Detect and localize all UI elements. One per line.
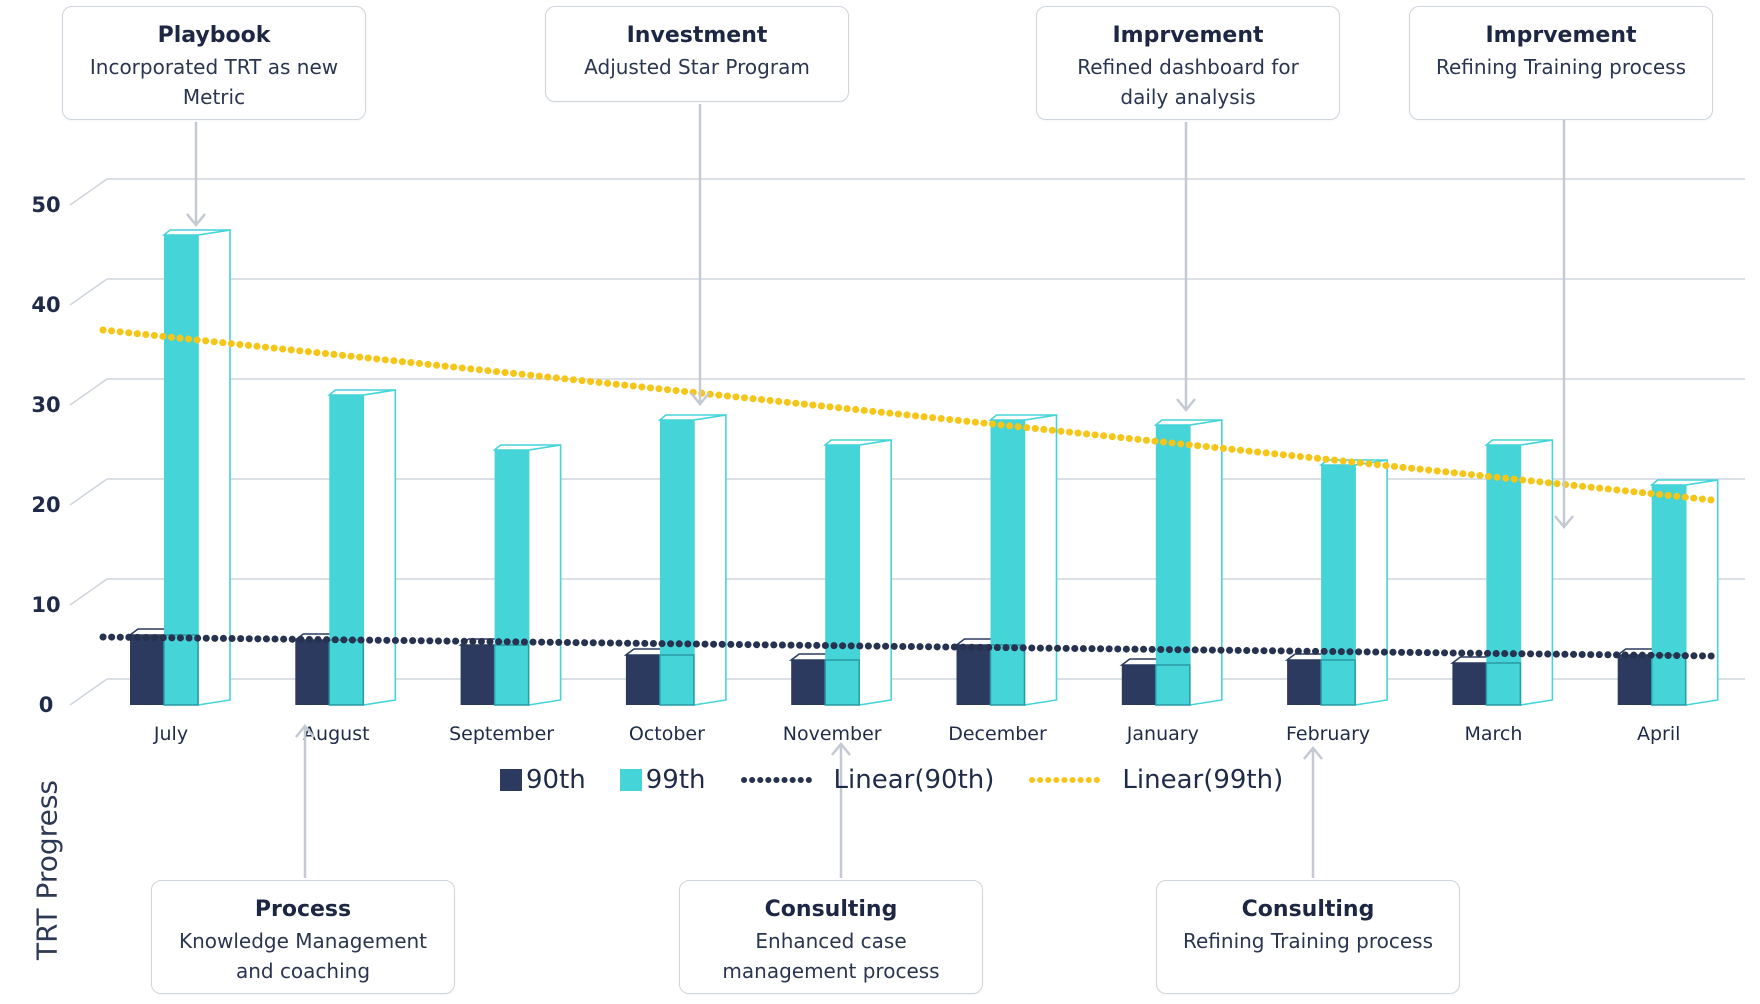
trendline-linear-99th	[99, 326, 1716, 504]
legend-item-linear-90th: Linear(90th)	[740, 765, 995, 795]
gridline-diagonal	[69, 678, 108, 706]
gridline-diagonal	[69, 378, 108, 406]
y-tick-label: 50	[31, 193, 60, 217]
arrow-playbook-head	[186, 213, 206, 227]
x-tick-label: October	[629, 723, 705, 745]
gridline-diagonal	[69, 178, 108, 206]
y-tick-label: 30	[31, 393, 60, 417]
legend-dots-linear-90th	[740, 777, 819, 783]
x-tick-label: January	[1126, 723, 1199, 745]
callout-desc: Adjusted Star Program	[584, 55, 810, 79]
bar-90th	[1284, 653, 1332, 705]
x-tick-label: February	[1286, 723, 1370, 745]
bar-90th	[954, 638, 1001, 705]
x-tick-label: September	[449, 723, 554, 745]
callout-top-improvement-dashboard: Imprvement Refined dashboard for daily a…	[1036, 6, 1340, 120]
callout-bottom-consulting-case: Consulting Enhanced case management proc…	[679, 880, 983, 994]
callout-top-playbook: Playbook Incorporated TRT as new Metric	[62, 6, 366, 120]
bar-99th	[822, 439, 893, 706]
x-tick-label: April	[1637, 723, 1680, 745]
callout-desc: Incorporated TRT as new Metric	[89, 55, 339, 109]
y-tick-label: 20	[31, 493, 60, 517]
arrow-investment-head	[690, 392, 710, 406]
bar-99th	[657, 414, 727, 706]
callout-bottom-process: Process Knowledge Management and coachin…	[151, 880, 455, 994]
callout-title: Consulting	[764, 897, 898, 922]
callout-desc: Enhanced case management process	[722, 929, 940, 983]
gridline-diagonal	[69, 578, 108, 606]
x-tick-label: December	[948, 723, 1047, 745]
arrow-consulting-training-head	[1303, 746, 1323, 760]
bar-99th	[988, 414, 1058, 706]
bar-99th	[1484, 439, 1554, 706]
callout-desc: Refined dashboard for daily analysis	[1077, 55, 1299, 109]
legend-label-90th: 90th	[526, 765, 586, 795]
bar-90th	[1450, 656, 1497, 705]
legend: 90th 99th Linear(90th) Linear(99th)	[500, 762, 1317, 798]
callout-top-improvement-training: Imprvement Refining Training process	[1409, 6, 1713, 120]
legend-label-linear-90th: Linear(90th)	[833, 765, 995, 795]
callout-title: Imprvement	[1112, 23, 1264, 48]
gridline-diagonal	[69, 278, 108, 306]
callout-title: Process	[254, 897, 352, 922]
legend-swatch-90th	[500, 769, 522, 791]
callout-title: Imprvement	[1485, 23, 1637, 48]
legend-label-linear-99th: Linear(99th)	[1122, 765, 1284, 795]
arrow-consulting-case-head	[831, 742, 851, 756]
legend-item-linear-99th: Linear(99th)	[1028, 765, 1283, 795]
callout-desc: Refining Training process	[1436, 55, 1686, 79]
bar-99th	[161, 229, 231, 706]
bar-99th	[1153, 419, 1223, 706]
callout-title: Consulting	[1241, 897, 1375, 922]
callout-desc: Knowledge Management and coaching	[178, 929, 428, 983]
bar-99th	[327, 389, 397, 706]
legend-swatch-99th	[619, 769, 642, 791]
legend-item-90th: 90th	[500, 765, 586, 795]
y-tick-label: 40	[31, 293, 60, 317]
callout-bottom-consulting-training: Consulting Refining Training process	[1156, 880, 1460, 994]
callout-desc: Refining Training process	[1183, 929, 1433, 953]
y-axis-title-wrap: TRT Progress	[26, 770, 68, 970]
arrow-improvement-dashboard-head	[1176, 398, 1196, 412]
legend-label-99th: 99th	[645, 765, 706, 795]
y-axis-title: TRT Progress	[30, 779, 64, 961]
trendline-linear-90th	[99, 633, 1716, 660]
arrow-process-head	[295, 724, 315, 738]
x-tick-label: July	[153, 723, 188, 745]
x-tick-label: August	[303, 723, 370, 745]
bar-99th	[1649, 479, 1719, 706]
callout-title: Playbook	[157, 23, 271, 48]
y-tick-label: 10	[31, 593, 60, 617]
bar-90th	[127, 628, 175, 705]
gridline-diagonal	[69, 478, 108, 506]
legend-item-99th: 99th	[619, 765, 706, 795]
bar-99th	[492, 444, 562, 706]
arrow-improvement-training-head	[1554, 515, 1574, 529]
callout-top-investment: Investment Adjusted Star Program	[545, 6, 849, 102]
bar-99th	[1318, 459, 1388, 706]
x-tick-label: March	[1464, 723, 1522, 745]
y-tick-label: 0	[39, 693, 54, 717]
x-tick-label: November	[783, 723, 882, 745]
legend-dots-linear-99th	[1029, 777, 1108, 783]
callout-title: Investment	[626, 23, 768, 48]
